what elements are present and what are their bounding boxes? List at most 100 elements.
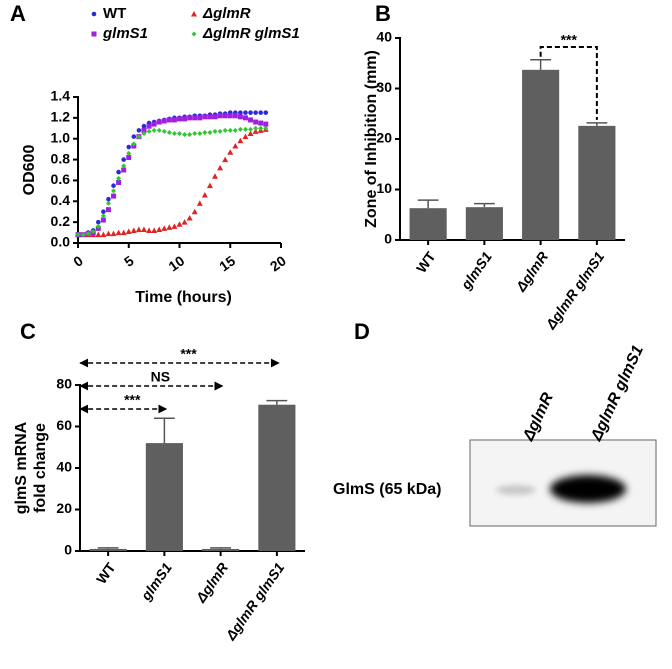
bar [409,208,447,240]
x-tick-label: WT [413,248,439,275]
point [75,232,81,238]
legend-label: glmS1 [102,25,148,42]
point [171,117,177,123]
y-tick-label: 60 [56,417,72,433]
y-tick-label: 80 [56,376,72,392]
point [171,223,178,229]
point [186,214,193,221]
point [197,115,203,121]
point [207,129,213,135]
y-axis-label: glmS mRNA [13,421,30,514]
point [201,192,208,198]
blot-band-strong [550,475,626,503]
point [126,150,132,156]
point [156,127,162,133]
comparison-label: *** [561,32,578,48]
bar [578,125,616,240]
x-axis-label: Time (hours) [135,289,232,306]
lane-label: ΔglmR [520,390,557,444]
error-bar [210,547,232,549]
point [146,128,152,134]
point [111,183,116,188]
point [252,128,259,134]
point [100,213,106,219]
point [161,118,167,124]
point [106,196,111,202]
bar [258,404,296,551]
point [121,163,127,169]
point [197,131,203,136]
panel-letter: A [10,1,26,26]
bar [145,443,183,551]
y-tick-label: 0.8 [51,150,71,166]
band-label: GlmS (65 kDa) [333,481,441,498]
error-bar [97,547,119,549]
legend-marker [191,31,197,37]
point [222,127,228,133]
point [121,167,127,173]
point [237,126,243,132]
point [217,113,223,119]
y-tick-label: 40 [56,459,72,475]
x-tick-label: ΔglmR [192,559,232,606]
y-tick-label: 40 [376,29,392,45]
point [166,117,172,123]
point [166,224,173,230]
point [242,126,248,132]
point [217,164,224,171]
point [258,110,264,115]
panel-letter: B [375,1,391,26]
y-tick-label: 10 [376,180,392,196]
point [116,175,122,181]
point [263,121,269,127]
point [191,208,198,215]
point [238,110,243,115]
point [182,116,188,122]
point [217,128,223,134]
y-tick-label: 0 [64,542,72,558]
error-bar [153,417,175,444]
point [100,231,107,238]
point [95,223,101,229]
point [111,188,117,194]
x-tick-label: 10 [165,252,187,274]
point [232,127,238,133]
point [105,200,111,206]
point [105,230,112,237]
point [258,125,264,131]
point [222,113,228,119]
y-tick-label: 0.6 [51,171,71,187]
point [116,180,122,186]
point [136,128,142,133]
error-bar [473,202,495,208]
point [177,116,182,122]
x-tick-label: glmS1 [137,559,175,604]
point [146,123,152,129]
point [202,129,208,135]
point [242,133,249,140]
point [130,227,137,233]
point [227,113,233,119]
point [96,219,101,225]
point [212,128,218,134]
point [126,154,132,160]
y-tick-label: 1.4 [51,88,71,104]
y-axis-label: Zone of Inhibition (mm) [363,50,380,228]
point [263,110,269,115]
comparison-bracket [539,46,598,120]
point [166,129,172,135]
x-tick-label: 0 [70,252,86,270]
point [253,119,259,125]
x-tick-label: 15 [216,252,238,274]
point [156,226,163,232]
point [156,119,162,125]
point [253,110,258,115]
x-tick-label: glmS1 [457,248,495,293]
point [248,117,254,123]
point [227,149,234,155]
point [187,132,193,138]
point [237,137,244,144]
error-bar [266,399,288,405]
point [177,131,182,136]
comparison-label: *** [180,346,197,362]
